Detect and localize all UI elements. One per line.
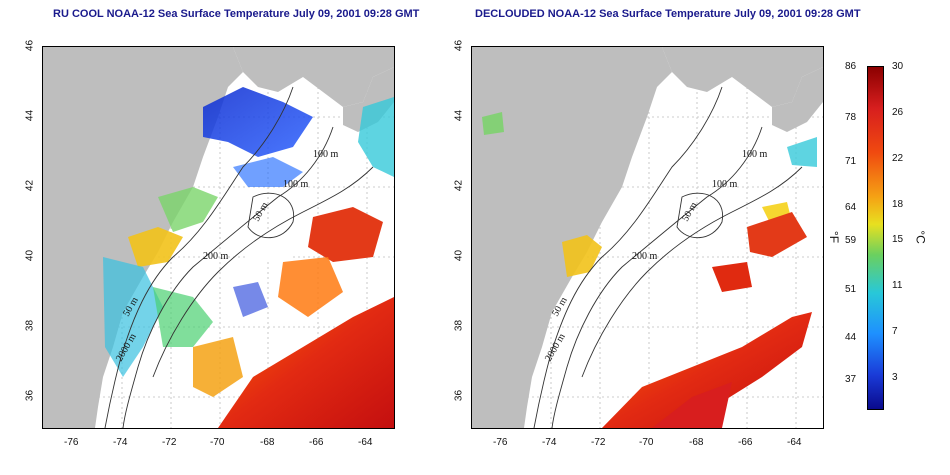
- contour-label: 100 m: [283, 179, 309, 190]
- fahrenheit-unit: °F: [827, 230, 842, 244]
- c-tick: 22: [892, 153, 904, 164]
- left-map-canvas: 100 m 100 m 50 m 200 m 50 m 2000 m: [43, 47, 394, 428]
- y-tick: 42: [24, 179, 36, 192]
- x-tick: -64: [358, 437, 373, 448]
- f-tick: 64: [845, 202, 857, 213]
- x-tick: -68: [689, 437, 704, 448]
- land-mass: [472, 47, 672, 428]
- right-sst-map: 100 m 100 m 50 m 200 m 50 m 2000 m: [471, 46, 824, 429]
- x-tick: -72: [591, 437, 606, 448]
- celsius-unit: °C: [913, 230, 928, 244]
- x-tick: -72: [162, 437, 177, 448]
- c-tick: 3: [892, 372, 898, 383]
- c-tick: 11: [892, 280, 903, 291]
- x-tick: -66: [309, 437, 324, 448]
- x-tick: -68: [260, 437, 275, 448]
- contour-label: 100 m: [313, 149, 339, 160]
- x-tick: -76: [493, 437, 508, 448]
- left-sst-map: 100 m 100 m 50 m 200 m 50 m 2000 m: [42, 46, 395, 429]
- right-map-canvas: 100 m 100 m 50 m 200 m 50 m 2000 m: [472, 47, 823, 428]
- y-tick: 40: [24, 249, 36, 262]
- c-tick: 7: [892, 326, 898, 337]
- right-map-title: DECLOUDED NOAA-12 Sea Surface Temperatur…: [475, 8, 861, 20]
- contour-label: 100 m: [712, 179, 738, 190]
- y-tick: 40: [453, 249, 465, 262]
- x-tick: -70: [210, 437, 225, 448]
- y-tick: 36: [24, 389, 36, 402]
- x-tick: -76: [64, 437, 79, 448]
- isobath-lines: [533, 86, 803, 428]
- y-tick: 46: [24, 39, 36, 52]
- y-tick: 38: [24, 319, 36, 332]
- f-tick: 51: [845, 284, 857, 295]
- x-tick: -66: [738, 437, 753, 448]
- f-tick: 59: [845, 235, 857, 246]
- f-tick: 86: [845, 61, 857, 72]
- sst-data: [482, 112, 817, 428]
- c-tick: 18: [892, 199, 904, 210]
- nova-scotia: [772, 67, 823, 132]
- y-tick: 44: [24, 109, 36, 122]
- land-mass-north: [233, 47, 394, 107]
- y-tick: 46: [453, 39, 465, 52]
- y-tick: 42: [453, 179, 465, 192]
- isobath-lines: [104, 86, 374, 428]
- contour-label: 200 m: [203, 251, 229, 262]
- contour-label: 2000 m: [543, 332, 568, 364]
- x-tick: -74: [542, 437, 557, 448]
- y-tick: 36: [453, 389, 465, 402]
- c-tick: 30: [892, 61, 904, 72]
- land-mass-north: [662, 47, 823, 107]
- temperature-colorbar: [867, 66, 884, 410]
- f-tick: 37: [845, 374, 857, 385]
- left-map-title: RU COOL NOAA-12 Sea Surface Temperature …: [53, 8, 420, 20]
- x-tick: -64: [787, 437, 802, 448]
- f-tick: 71: [845, 156, 857, 167]
- c-tick: 26: [892, 107, 904, 118]
- x-tick: -74: [113, 437, 128, 448]
- f-tick: 44: [845, 332, 857, 343]
- y-tick: 44: [453, 109, 465, 122]
- c-tick: 15: [892, 234, 904, 245]
- contour-label: 200 m: [632, 251, 658, 262]
- x-tick: -70: [639, 437, 654, 448]
- contour-label: 100 m: [742, 149, 768, 160]
- f-tick: 78: [845, 112, 857, 123]
- y-tick: 38: [453, 319, 465, 332]
